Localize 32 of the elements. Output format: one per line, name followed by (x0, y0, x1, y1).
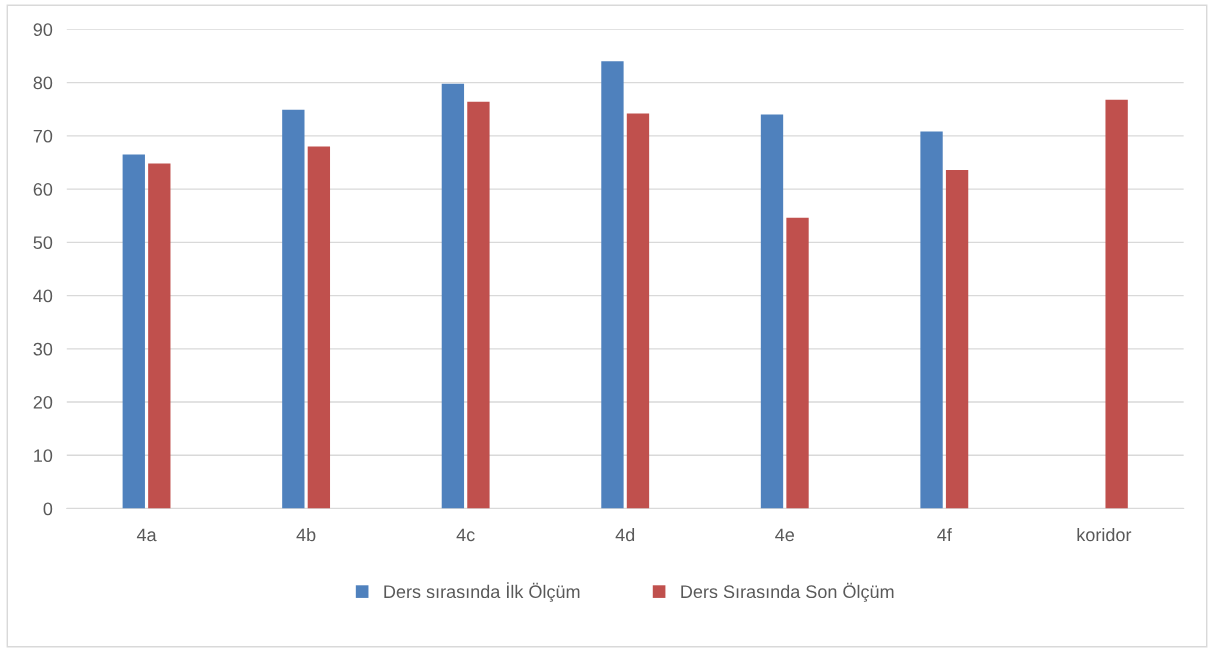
x-tick-label: 4c (456, 528, 475, 542)
bar (760, 114, 784, 509)
y-tick-label: 90 (33, 23, 53, 37)
bar (1105, 99, 1128, 509)
y-tick-label: 10 (34, 449, 53, 463)
x-tick-label: 4b (296, 528, 316, 542)
y-tick-label: 30 (33, 342, 53, 356)
bar (441, 83, 465, 509)
x-tick-label: 4e (775, 528, 794, 542)
y-tick-label: 70 (33, 129, 53, 143)
bar (601, 61, 624, 509)
y-tick-label: 0 (43, 502, 53, 516)
bar (626, 113, 650, 509)
legend-label: Ders sırasında İlk Ölçüm (384, 582, 580, 602)
bar (786, 217, 809, 509)
x-tick-label: 4d (615, 528, 635, 542)
bar (467, 101, 490, 509)
bar (945, 169, 969, 509)
bar (920, 131, 943, 509)
y-tick-label: 20 (33, 396, 53, 409)
y-tick-label: 40 (33, 289, 53, 303)
bar (148, 163, 171, 509)
y-tick-label: 80 (33, 76, 53, 90)
x-tick-label: 4f (937, 528, 952, 542)
bar (282, 109, 305, 509)
legend-label: Ders Sırasında Son Ölçüm (681, 582, 894, 602)
x-tick-label: koridor (1077, 528, 1132, 542)
bar (122, 154, 145, 509)
y-tick-label: 50 (33, 236, 53, 250)
x-tick-label: 4a (136, 528, 157, 542)
y-tick-label: 60 (33, 183, 53, 196)
bar (307, 146, 331, 509)
